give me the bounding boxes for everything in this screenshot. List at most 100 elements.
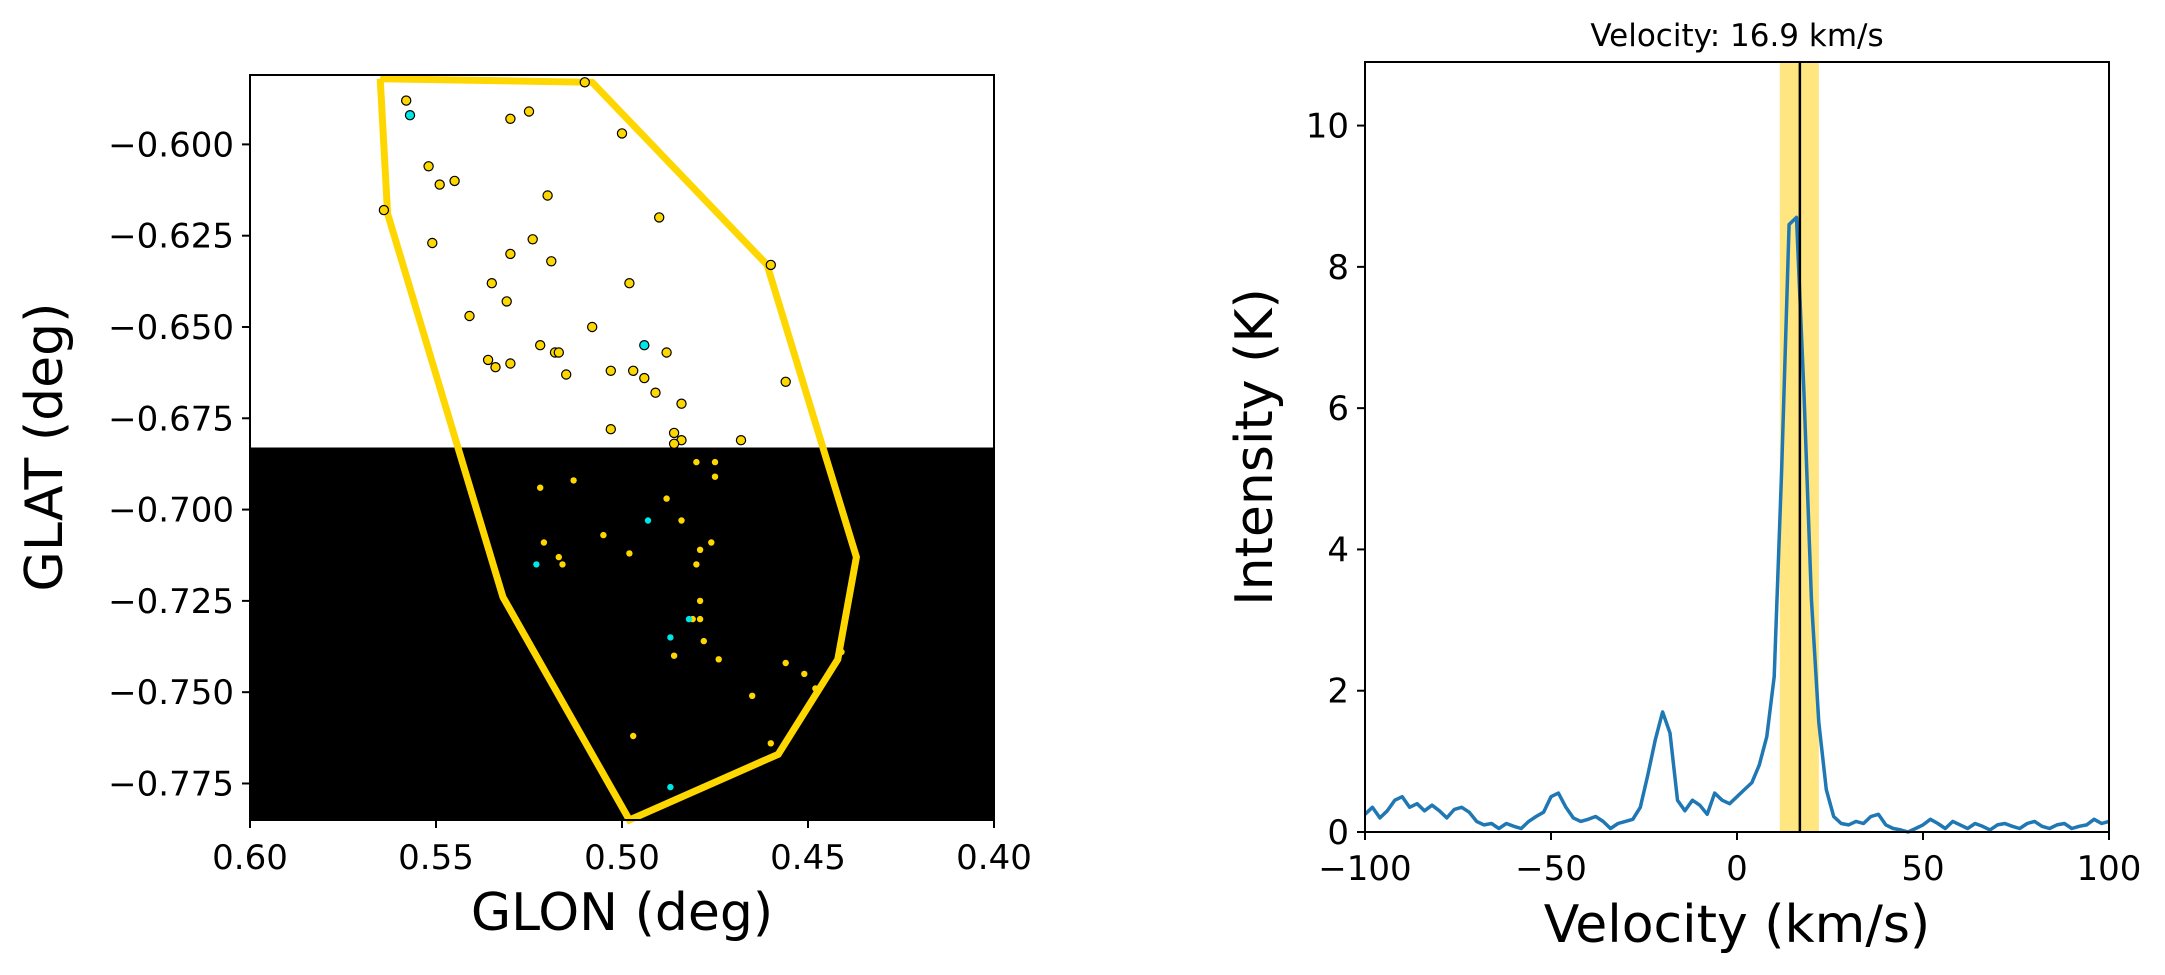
source-point [490, 362, 501, 373]
source-point [838, 648, 845, 656]
source-point [501, 296, 512, 307]
y-tick-label: 8 [1327, 248, 1349, 288]
selection-polygon [376, 75, 860, 825]
y-tick-label: 10 [1306, 107, 1349, 147]
source-point [505, 248, 516, 260]
y-tick-label: −0.600 [108, 125, 234, 165]
source-point [693, 561, 700, 568]
source-point [482, 354, 494, 366]
source-point [700, 637, 707, 645]
source-point [678, 517, 685, 524]
left-y-ticks: −0.600 −0.625 −0.650 −0.675 −0.700 −0.725 −0.7… [108, 125, 250, 804]
right-y-ticks: 0 2 4 6 8 10 [1306, 107, 1365, 853]
source-point [535, 340, 546, 351]
source-point [670, 652, 678, 659]
right-x-axis-label: Velocity (km/s) [1544, 895, 1930, 955]
y-tick-label: 0 [1327, 813, 1349, 853]
highlight-point [639, 340, 650, 351]
source-point [676, 398, 687, 409]
source-point [767, 740, 774, 747]
y-tick-label: −0.725 [108, 582, 234, 622]
y-tick-label: 2 [1327, 672, 1349, 712]
x-tick-label: −100 [1318, 849, 1411, 889]
right-y-axis-label: Intensity (K) [1225, 288, 1285, 606]
source-point [605, 424, 617, 435]
source-point [559, 561, 566, 568]
y-tick-label: −0.675 [108, 399, 234, 439]
highlight-point [404, 109, 416, 121]
y-tick-label: −0.750 [108, 673, 234, 713]
source-point [605, 365, 617, 376]
highlight-point [667, 783, 674, 791]
source-point [579, 77, 591, 88]
left-panel: 0.60 0.55 0.50 0.45 0.40 −0.600 −0.625 −0.650 −… [15, 74, 1032, 943]
source-point [546, 256, 557, 267]
source-point [668, 427, 680, 439]
source-point [542, 190, 553, 201]
highlight-point [644, 517, 652, 524]
source-point [711, 473, 719, 480]
source-point [378, 204, 390, 216]
source-point [600, 531, 607, 539]
source-point [780, 376, 791, 387]
source-point [711, 458, 719, 466]
highlight-point [533, 561, 540, 568]
source-point [540, 539, 548, 546]
source-point [561, 369, 572, 380]
source-point [735, 435, 747, 446]
source-point [537, 484, 544, 491]
right-panel: −100 −50 0 50 100 0 2 4 6 8 10 Velocity: 16.9 km/… [1225, 18, 2141, 955]
source-point [708, 539, 715, 546]
source-point [661, 347, 672, 358]
right-chart-title: Velocity: 16.9 km/s [1590, 18, 1883, 54]
x-tick-label: 0 [1726, 849, 1748, 889]
source-point [505, 358, 516, 369]
source-point [696, 597, 704, 605]
highlight-point [685, 615, 693, 623]
x-tick-label: 50 [1901, 849, 1944, 889]
source-point [693, 458, 700, 466]
selection-polygon-group [376, 75, 860, 825]
source-point [628, 365, 639, 376]
source-point [650, 387, 661, 398]
left-x-axis-label: GLON (deg) [471, 883, 773, 943]
source-point [587, 321, 598, 333]
source-point [464, 310, 475, 322]
source-point [812, 685, 819, 692]
source-point [555, 553, 562, 561]
spectrum-line [1363, 215, 2110, 834]
y-tick-label: −0.625 [108, 217, 234, 257]
source-point [434, 179, 445, 190]
x-tick-label: −50 [1515, 849, 1587, 889]
source-point [765, 259, 777, 271]
y-tick-label: 4 [1327, 530, 1349, 570]
scatter-points [378, 77, 845, 791]
source-point [749, 692, 756, 699]
source-point [663, 495, 670, 502]
x-tick-label: 0.60 [212, 838, 288, 878]
source-point [668, 438, 680, 449]
source-point [505, 113, 516, 125]
source-point [624, 278, 635, 289]
source-point [696, 546, 704, 553]
source-point [553, 347, 565, 358]
right-plot-background [1365, 62, 2109, 832]
source-point [616, 128, 628, 139]
source-point [486, 278, 497, 289]
source-point [527, 234, 538, 245]
source-point [715, 656, 722, 663]
source-point [570, 477, 577, 484]
source-point [654, 212, 665, 223]
source-point [449, 175, 460, 187]
left-y-axis-label: GLAT (deg) [15, 303, 75, 592]
source-point [423, 161, 434, 172]
x-tick-label: 100 [2077, 849, 2142, 889]
highlight-point [667, 634, 674, 641]
source-point [401, 95, 412, 106]
source-point [626, 550, 633, 557]
source-point [782, 659, 789, 667]
y-tick-label: −0.650 [108, 308, 234, 348]
left-x-ticks: 0.60 0.55 0.50 0.45 0.40 [212, 820, 1032, 878]
source-point [801, 670, 808, 678]
